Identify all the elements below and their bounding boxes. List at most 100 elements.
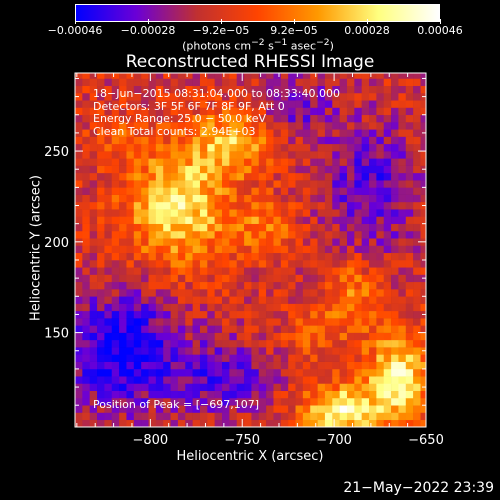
heatmap-cell: [163, 390, 171, 399]
heatmap-cell: [361, 85, 370, 94]
heatmap-cell: [214, 281, 223, 290]
heatmap-cell: [244, 187, 252, 195]
heatmap-cell: [207, 347, 215, 355]
heatmap-cell: [383, 100, 392, 108]
heatmap-cell: [104, 73, 113, 79]
heatmap-cell: [170, 107, 179, 116]
heatmap-cell: [251, 73, 260, 79]
colorbar-tick-mark: [148, 19, 149, 24]
heatmap-cell: [155, 151, 164, 159]
heatmap-cell: [339, 383, 348, 391]
heatmap-cell: [170, 274, 179, 283]
heatmap-cell: [236, 390, 245, 399]
heatmap-cell: [119, 383, 127, 391]
heatmap-cell: [332, 289, 340, 297]
heatmap-cell: [405, 73, 414, 79]
heatmap-cell: [369, 325, 377, 333]
heatmap-cell: [222, 347, 230, 355]
heatmap-cell: [324, 376, 333, 384]
heatmap-cell: [214, 412, 223, 421]
heatmap-cell: [420, 412, 427, 421]
heatmap-cell: [317, 354, 326, 362]
heatmap-cell: [332, 361, 340, 370]
heatmap-cell: [273, 78, 282, 87]
heatmap-cell: [104, 289, 113, 297]
heatmap-cell: [280, 405, 289, 413]
heatmap-cell: [420, 419, 427, 428]
heatmap-cell: [207, 194, 215, 203]
heatmap-cell: [302, 114, 311, 123]
heatmap-cell: [288, 187, 296, 195]
heatmap-cell: [405, 267, 414, 275]
heatmap-cell: [170, 339, 179, 348]
heatmap-cell: [413, 368, 421, 377]
heatmap-cell: [317, 122, 326, 130]
heatmap-cell: [258, 180, 267, 188]
heatmap-cell: [420, 339, 427, 348]
heatmap-cell: [273, 296, 282, 304]
heatmap-cell: [222, 368, 230, 377]
heatmap-cell: [383, 339, 392, 348]
heatmap-cell: [420, 223, 427, 232]
heatmap-cell: [163, 419, 171, 428]
heatmap-cell: [192, 368, 201, 377]
heatmap-cell: [222, 151, 230, 159]
heatmap-cell: [317, 296, 326, 304]
heatmap-cell: [258, 310, 267, 319]
heatmap-cell: [214, 129, 223, 137]
heatmap-cell: [185, 107, 193, 116]
heatmap-cell: [111, 303, 120, 312]
heatmap-cell: [126, 412, 135, 421]
heatmap-cell: [332, 303, 340, 312]
heatmap-cell: [280, 136, 289, 145]
heatmap-cell: [288, 296, 296, 304]
heatmap-cell: [148, 289, 157, 297]
heatmap-cell: [346, 347, 355, 355]
heatmap-cell: [155, 136, 164, 145]
heatmap-cell: [376, 289, 385, 297]
heatmap-cell: [89, 230, 98, 239]
peak-position-label: Position of Peak = [−697,107]: [93, 398, 260, 411]
heatmap-cell: [126, 114, 135, 123]
heatmap-cell: [229, 78, 238, 87]
heatmap-cell: [222, 318, 230, 326]
heatmap-cell: [222, 201, 230, 210]
heatmap-cell: [251, 303, 260, 312]
heatmap-cell: [310, 172, 318, 181]
heatmap-cell: [163, 281, 171, 290]
heatmap-cell: [104, 230, 113, 239]
heatmap-cell: [413, 238, 421, 246]
heatmap-cell: [288, 238, 296, 246]
heatmap-cell: [207, 368, 215, 377]
heatmap-cell: [310, 201, 318, 210]
heatmap-cell: [376, 318, 385, 326]
heatmap-cell: [244, 92, 252, 101]
heatmap-cell: [111, 180, 120, 188]
heatmap-cell: [302, 129, 311, 137]
heatmap-cell: [236, 92, 245, 101]
heatmap-cell: [82, 405, 90, 413]
heatmap-cell: [280, 281, 289, 290]
heatmap-cell: [236, 85, 245, 94]
heatmap-cell: [280, 187, 289, 195]
heatmap-cell: [170, 78, 179, 87]
heatmap-cell: [207, 73, 215, 79]
heatmap-cell: [192, 354, 201, 362]
heatmap-cell: [339, 180, 348, 188]
heatmap-cell: [280, 85, 289, 94]
heatmap-cell: [288, 78, 296, 87]
heatmap-cell: [126, 158, 135, 166]
heatmap-cell: [111, 325, 120, 333]
heatmap-cell: [214, 368, 223, 377]
heatmap-cell: [280, 194, 289, 203]
heatmap-cell: [251, 100, 260, 108]
heatmap-cell: [346, 318, 355, 326]
heatmap-cell: [324, 412, 333, 421]
heatmap-cell: [295, 296, 304, 304]
heatmap-cell: [413, 129, 421, 137]
heatmap-cell: [192, 201, 201, 210]
heatmap-cell: [391, 245, 399, 254]
heatmap-cell: [148, 238, 157, 246]
heatmap-cell: [266, 165, 274, 174]
heatmap-cell: [258, 419, 267, 428]
